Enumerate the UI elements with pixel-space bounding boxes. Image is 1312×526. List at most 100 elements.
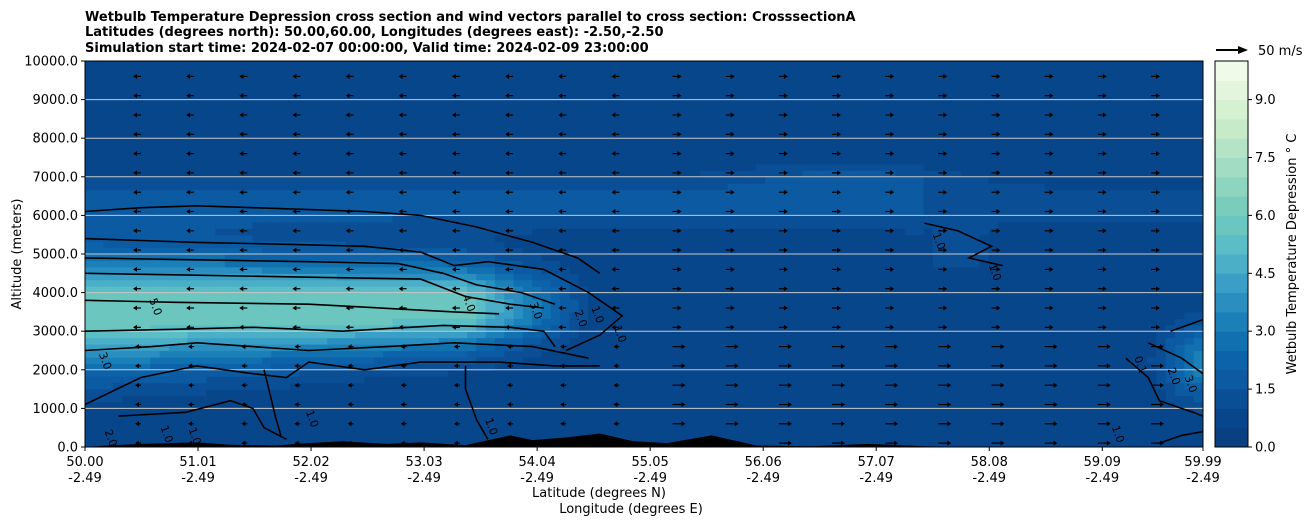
- field-cell: [317, 144, 328, 152]
- field-cell: [476, 73, 487, 81]
- field-cell: [811, 183, 822, 191]
- field-cell: [467, 86, 477, 94]
- field-cell: [355, 80, 366, 88]
- field-cell: [243, 434, 254, 442]
- field-cell: [439, 337, 449, 345]
- field-cell: [448, 311, 459, 319]
- field-cell: [690, 286, 701, 294]
- field-cell: [699, 286, 710, 294]
- field-cell: [849, 61, 859, 68]
- field-cell: [681, 382, 692, 390]
- field-cell: [252, 382, 263, 390]
- field-cell: [336, 202, 347, 210]
- field-cell: [625, 106, 636, 113]
- field-cell: [280, 260, 291, 268]
- field-cell: [690, 118, 701, 126]
- field-cell: [178, 350, 189, 358]
- field-cell: [206, 221, 216, 229]
- field-cell: [420, 138, 431, 146]
- field-cell: [271, 408, 282, 416]
- field-cell: [187, 170, 198, 178]
- field-cell: [364, 247, 375, 255]
- field-cell: [578, 228, 589, 236]
- field-cell: [821, 202, 831, 210]
- field-cell: [821, 151, 831, 159]
- field-cell: [494, 311, 505, 319]
- field-cell: [672, 427, 682, 435]
- field-cell: [746, 408, 757, 416]
- field-cell: [196, 292, 207, 300]
- field-cell: [532, 61, 543, 68]
- field-cell: [243, 151, 254, 159]
- field-cell: [504, 93, 515, 101]
- field-cell: [159, 382, 170, 390]
- field-cell: [345, 196, 356, 204]
- field-cell: [634, 344, 645, 352]
- field-cell: [103, 434, 114, 442]
- field-cell: [290, 402, 300, 409]
- field-cell: [448, 202, 459, 210]
- field-cell: [597, 176, 608, 184]
- field-cell: [802, 299, 813, 306]
- field-cell: [411, 112, 421, 120]
- field-cell: [513, 202, 524, 210]
- field-cell: [457, 408, 468, 416]
- field-cell: [336, 414, 347, 422]
- field-cell: [662, 324, 673, 332]
- field-cell: [252, 215, 263, 223]
- field-cell: [355, 138, 366, 146]
- field-cell: [839, 350, 850, 358]
- field-cell: [690, 138, 701, 146]
- field-cell: [690, 151, 701, 159]
- field-cell: [821, 80, 831, 88]
- field-cell: [122, 427, 133, 435]
- field-cell: [746, 254, 757, 261]
- field-cell: [383, 196, 393, 204]
- field-cell: [234, 376, 244, 384]
- field-cell: [588, 311, 598, 319]
- field-cell: [234, 337, 244, 345]
- field-cell: [634, 73, 645, 81]
- field-cell: [467, 228, 477, 236]
- field-cell: [290, 254, 300, 261]
- field-cell: [681, 311, 692, 319]
- field-cell: [597, 228, 608, 236]
- field-cell: [122, 209, 133, 216]
- field-cell: [364, 61, 375, 68]
- field-cell: [699, 292, 710, 300]
- field-cell: [112, 67, 123, 75]
- field-cell: [541, 382, 552, 390]
- field-cell: [345, 99, 356, 107]
- field-cell: [252, 138, 263, 146]
- field-cell: [196, 228, 207, 236]
- field-cell: [532, 356, 543, 364]
- field-cell: [839, 369, 850, 377]
- field-cell: [150, 331, 161, 339]
- field-cell: [774, 138, 785, 146]
- field-cell: [709, 311, 720, 319]
- field-cell: [271, 318, 282, 326]
- field-cell: [504, 337, 515, 345]
- field-cell: [830, 125, 841, 133]
- field-cell: [392, 163, 403, 171]
- field-cell: [849, 73, 859, 81]
- field-cell: [112, 337, 123, 345]
- field-cell: [690, 356, 701, 364]
- field-cell: [578, 414, 589, 422]
- field-cell: [849, 221, 859, 229]
- field-cell: [737, 93, 748, 101]
- field-cell: [131, 241, 142, 249]
- field-cell: [672, 363, 682, 371]
- field-cell: [811, 414, 822, 422]
- field-cell: [215, 408, 226, 416]
- field-cell: [476, 286, 487, 294]
- field-cell: [839, 170, 850, 178]
- field-cell: [429, 311, 440, 319]
- field-cell: [476, 434, 487, 442]
- field-cell: [625, 131, 636, 139]
- field-cell: [429, 344, 440, 352]
- field-cell: [634, 196, 645, 204]
- field-cell: [606, 324, 617, 332]
- field-cell: [485, 80, 496, 88]
- field-cell: [299, 356, 310, 364]
